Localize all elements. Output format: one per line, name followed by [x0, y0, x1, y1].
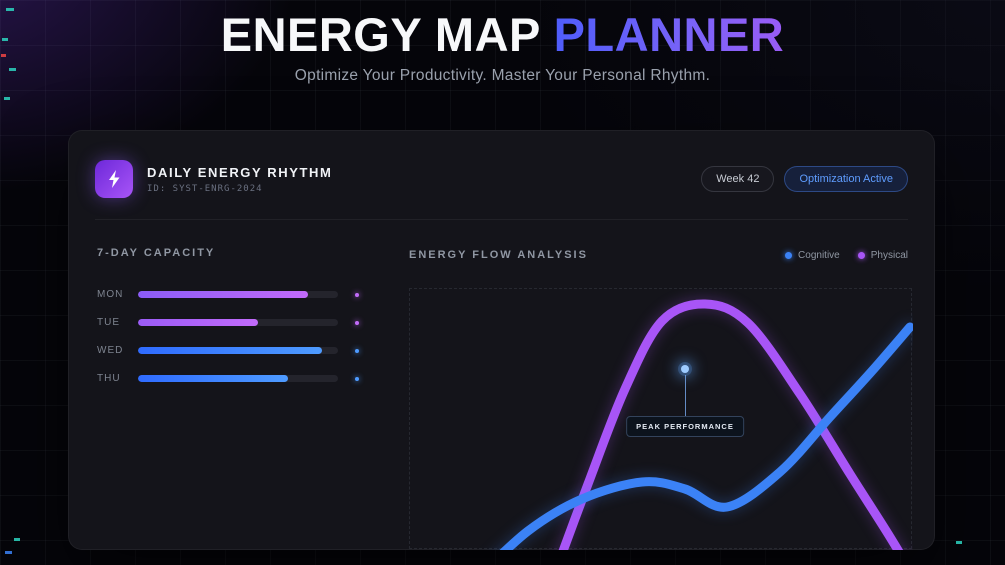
- lightning-bolt-icon: [95, 160, 133, 198]
- capacity-row: TUE: [97, 315, 397, 330]
- legend-label: Physical: [870, 249, 908, 261]
- capacity-rows: MON TUE WED THU: [97, 287, 397, 386]
- capacity-bar-track: [138, 347, 338, 354]
- capacity-row: WED: [97, 343, 397, 358]
- flow-line-cognitive: [499, 322, 913, 550]
- card-id-label: ID: SYST-ENRG-2024: [147, 183, 263, 194]
- card-brand: DAILY ENERGY RHYTHM ID: SYST-ENRG-2024: [95, 160, 332, 198]
- peak-marker-stem: [684, 375, 686, 416]
- page-subtitle: Optimize Your Productivity. Master Your …: [294, 67, 711, 85]
- capacity-dot: [355, 292, 359, 297]
- week-badge[interactable]: Week 42: [701, 166, 775, 192]
- peak-marker-dot: [681, 365, 689, 373]
- glitch-artifact: [5, 551, 12, 554]
- glitch-artifact: [2, 38, 8, 41]
- legend-cognitive[interactable]: Cognitive: [785, 250, 840, 261]
- daily-energy-rhythm-card: DAILY ENERGY RHYTHM ID: SYST-ENRG-2024 W…: [68, 130, 935, 550]
- capacity-panel: 7-DAY CAPACITY MON TUE WED THU: [97, 247, 397, 386]
- legend-dot: [857, 251, 865, 259]
- capacity-bar-track: [138, 375, 338, 382]
- hero-header: ENERGY MAP PLANNER Optimize Your Product…: [0, 0, 1005, 85]
- capacity-dot: [355, 320, 359, 325]
- legend-physical[interactable]: Physical: [857, 249, 908, 261]
- flow-chart-svg: [499, 299, 913, 550]
- header-divider: [95, 219, 908, 220]
- legend-label: Cognitive: [798, 249, 840, 261]
- capacity-row: MON: [97, 287, 397, 302]
- capacity-row: THU: [97, 371, 397, 386]
- glitch-artifact: [956, 541, 962, 544]
- page-title-main: ENERGY MAP: [220, 8, 554, 61]
- capacity-bar-fill: [138, 319, 258, 326]
- capacity-dot: [355, 376, 359, 381]
- peak-annotation-label: PEAK PERFORMANCE: [626, 416, 744, 437]
- page-title-accent: PLANNER: [553, 8, 785, 61]
- card-titles: DAILY ENERGY RHYTHM ID: SYST-ENRG-2024: [147, 165, 332, 194]
- flow-header: ENERGY FLOW ANALYSIS Cognitive Physical: [409, 249, 908, 261]
- day-label: THU: [97, 373, 121, 384]
- capacity-bar-fill: [138, 347, 322, 354]
- header-badges: Week 42 Optimization Active: [701, 166, 908, 192]
- capacity-dot: [355, 348, 359, 353]
- glitch-artifact: [9, 68, 16, 71]
- glitch-artifact: [1, 54, 6, 57]
- capacity-bar-fill: [138, 291, 308, 298]
- capacity-bar-fill: [138, 375, 288, 382]
- card-header: DAILY ENERGY RHYTHM ID: SYST-ENRG-2024 W…: [95, 157, 908, 201]
- glitch-artifact: [14, 538, 20, 541]
- capacity-bar-track: [138, 291, 338, 298]
- flow-heading: ENERGY FLOW ANALYSIS: [409, 249, 588, 261]
- optimization-status-badge[interactable]: Optimization Active: [784, 166, 908, 192]
- capacity-bar-track: [138, 319, 338, 326]
- energy-flow-chart: PEAK PERFORMANCE: [409, 288, 913, 550]
- capacity-heading: 7-DAY CAPACITY: [97, 247, 216, 259]
- day-label: WED: [97, 345, 124, 356]
- day-label: TUE: [97, 317, 120, 328]
- day-label: MON: [97, 289, 124, 300]
- glitch-artifact: [4, 97, 10, 100]
- flow-legend: Cognitive Physical: [785, 250, 908, 261]
- page-title: ENERGY MAP PLANNER: [0, 10, 1005, 59]
- card-title: DAILY ENERGY RHYTHM: [147, 164, 333, 180]
- legend-dot: [785, 251, 793, 259]
- glitch-artifact: [6, 8, 14, 11]
- flow-line-physical: [558, 299, 904, 550]
